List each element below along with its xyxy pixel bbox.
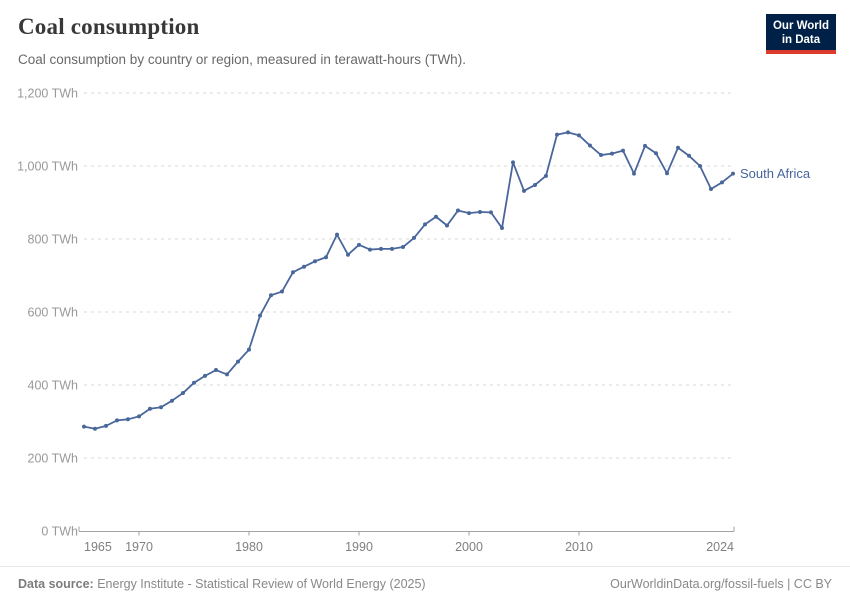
- y-tick-label: 200 TWh: [28, 452, 79, 466]
- data-point-marker: [302, 264, 306, 269]
- data-point-marker: [258, 313, 262, 318]
- data-point-marker: [379, 246, 383, 251]
- data-point-marker: [621, 148, 625, 153]
- y-tick-label: 1,200 TWh: [17, 87, 78, 101]
- y-tick-label: 400 TWh: [28, 379, 79, 393]
- data-point-marker: [137, 414, 141, 419]
- data-point-marker: [170, 398, 174, 403]
- data-point-marker: [665, 171, 669, 176]
- data-point-marker: [610, 151, 614, 156]
- data-point-marker: [225, 372, 229, 377]
- data-point-marker: [500, 226, 504, 231]
- data-point-marker: [467, 211, 471, 216]
- data-point-marker: [368, 247, 372, 252]
- data-point-marker: [203, 373, 207, 378]
- data-point-marker: [434, 214, 438, 219]
- data-point-marker: [115, 418, 119, 423]
- data-point-marker: [401, 245, 405, 250]
- y-tick-label: 1,000 TWh: [17, 160, 78, 174]
- data-point-marker: [324, 255, 328, 260]
- data-point-marker: [269, 293, 273, 298]
- data-point-marker: [709, 186, 713, 191]
- data-point-marker: [489, 210, 493, 215]
- data-point-marker: [346, 252, 350, 257]
- data-point-marker: [313, 259, 317, 264]
- data-source-text: Energy Institute - Statistical Review of…: [93, 576, 426, 591]
- x-tick-label: 1965: [84, 540, 112, 554]
- data-point-marker: [214, 368, 218, 373]
- data-point-marker: [577, 133, 581, 138]
- data-point-marker: [247, 347, 251, 352]
- series-label[interactable]: South Africa: [740, 166, 811, 181]
- data-point-marker: [357, 242, 361, 247]
- data-point-marker: [181, 391, 185, 396]
- data-point-marker: [148, 406, 152, 411]
- y-tick-label: 600 TWh: [28, 306, 79, 320]
- data-point-marker: [533, 182, 537, 187]
- data-point-marker: [544, 173, 548, 178]
- data-source-label: Data source:: [18, 576, 94, 591]
- chart-svg: 0 TWh 200 TWh 400 TWh 600 TWh 800 TWh 1,000 T…: [17, 87, 811, 555]
- data-point-marker: [104, 423, 108, 428]
- x-tick-label: 1990: [345, 540, 373, 554]
- data-point-marker: [236, 359, 240, 364]
- data-point-marker: [291, 270, 295, 275]
- x-tick-label: 1980: [235, 540, 263, 554]
- data-point-marker: [731, 171, 735, 176]
- owid-logo[interactable]: Our World in Data: [765, 14, 836, 54]
- y-tick-label: 800 TWh: [28, 233, 79, 247]
- data-point-marker: [445, 223, 449, 228]
- footer-link[interactable]: OurWorldinData.org/fossil-fuels | CC BY: [610, 576, 832, 591]
- owid-logo-line1: Our World: [772, 20, 829, 32]
- data-point-marker: [687, 153, 691, 158]
- data-point-marker: [654, 151, 658, 156]
- x-tick-label: 1970: [125, 540, 153, 554]
- data-point-marker: [423, 222, 427, 227]
- data-point-marker: [280, 289, 284, 294]
- data-point-marker: [412, 235, 416, 240]
- data-point-marker: [676, 145, 680, 150]
- data-point-marker: [698, 164, 702, 168]
- data-point-marker: [632, 171, 636, 176]
- data-line: [83, 131, 734, 430]
- data-point-marker: [478, 209, 482, 214]
- data-point-marker: [126, 417, 130, 422]
- data-point-marker: [159, 405, 163, 410]
- data-point-marker: [82, 424, 86, 429]
- data-point-marker: [192, 380, 196, 385]
- x-tick-label: 2010: [565, 540, 593, 554]
- data-point-marker: [555, 132, 559, 137]
- page-title: Coal consumption: [18, 14, 200, 39]
- data-point-marker: [335, 232, 339, 237]
- data-point-marker: [599, 153, 603, 158]
- data-point-marker: [93, 426, 97, 431]
- data-point-marker: [720, 180, 724, 185]
- data-point-marker: [588, 143, 592, 148]
- owid-logo-line2: in Data: [781, 34, 821, 46]
- data-point-marker: [456, 208, 460, 213]
- chart-subtitle: Coal consumption by country or region, m…: [18, 52, 466, 67]
- data-point-marker: [566, 130, 570, 135]
- data-point-marker: [390, 246, 394, 251]
- x-tick-label: 2000: [455, 540, 483, 554]
- x-tick-label: 2024: [706, 540, 734, 554]
- data-point-marker: [511, 160, 515, 165]
- footer: Data source: Energy Institute - Statisti…: [0, 566, 850, 600]
- data-point-marker: [522, 188, 526, 193]
- data-point-marker: [643, 143, 647, 148]
- y-tick-label: 0 TWh: [41, 525, 78, 539]
- data-source: Data source: Energy Institute - Statisti…: [18, 577, 426, 591]
